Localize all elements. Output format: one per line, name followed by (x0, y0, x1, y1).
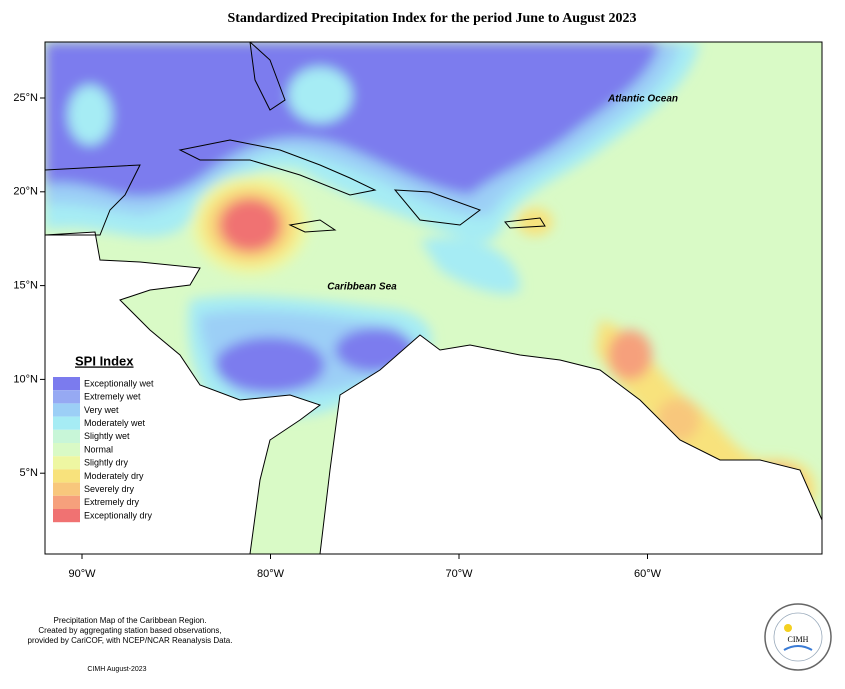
legend-label: Extremely wet (84, 392, 141, 402)
y-tick-label: 5°N (20, 467, 39, 479)
legend-label: Exceptionally dry (84, 510, 153, 520)
legend-swatch (53, 443, 80, 457)
footer-credit: CIMH August-2023 (87, 666, 146, 673)
graticule-labels: 90°W 80°W 70°W 60°W 25°N 20°N 15°N 10°N 5°N (13, 92, 661, 580)
x-tick-label: 90°W (68, 568, 96, 580)
legend-swatch (53, 509, 80, 523)
place-label: Caribbean Sea (327, 282, 397, 293)
legend-label: Slightly wet (84, 431, 130, 441)
x-tick-label: 70°W (445, 568, 473, 580)
spi-field (45, 42, 822, 554)
footer-line: provided by CariCOF, with NCEP/NCAR Rean… (28, 636, 233, 645)
legend-label: Exceptionally wet (84, 378, 154, 388)
footer-line: Created by aggregating station based obs… (38, 626, 221, 635)
legend-label: Very wet (84, 405, 119, 415)
legend-swatch (53, 456, 80, 470)
footer-line: Precipitation Map of the Caribbean Regio… (54, 616, 207, 625)
legend: SPI Index Exceptionally wet Extremely wet… (53, 353, 154, 523)
y-tick-label: 25°N (13, 92, 38, 104)
legend-label: Moderately dry (84, 471, 144, 481)
legend-label: Normal (84, 444, 113, 454)
legend-label: Extremely dry (84, 497, 140, 507)
logo: CIMH (764, 603, 832, 671)
legend-swatch (53, 390, 80, 404)
legend-title: SPI Index (75, 353, 134, 368)
y-tick-label: 15°N (13, 280, 38, 292)
y-tick-label: 10°N (13, 373, 38, 385)
legend-swatch (53, 495, 80, 509)
legend-swatch (53, 403, 80, 417)
legend-swatch (53, 377, 80, 391)
x-tick-label: 80°W (257, 568, 285, 580)
place-label: Atlantic Ocean (607, 94, 678, 105)
logo-text: CIMH (788, 635, 809, 644)
legend-label: Severely dry (84, 484, 135, 494)
footer: Precipitation Map of the Caribbean Regio… (28, 616, 233, 673)
legend-swatch (53, 482, 80, 496)
x-tick-label: 60°W (634, 568, 662, 580)
legend-swatch (53, 429, 80, 443)
map-frame (44, 41, 823, 555)
legend-label: Slightly dry (84, 458, 129, 468)
map-title: Standardized Precipitation Index for the… (227, 11, 636, 26)
y-tick-label: 20°N (13, 186, 38, 198)
legend-label: Moderately wet (84, 418, 146, 428)
legend-swatch (53, 416, 80, 430)
legend-swatch (53, 469, 80, 483)
